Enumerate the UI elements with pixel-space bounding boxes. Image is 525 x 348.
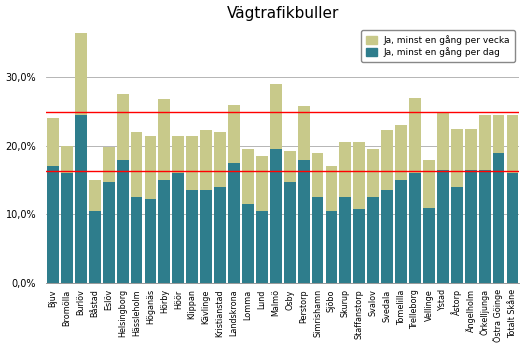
Bar xyxy=(61,173,73,283)
Bar xyxy=(381,130,393,190)
Bar xyxy=(298,160,310,283)
Bar xyxy=(465,170,477,283)
Bar xyxy=(423,208,435,283)
Bar xyxy=(492,115,505,153)
Bar xyxy=(507,173,518,283)
Bar xyxy=(47,166,59,283)
Bar xyxy=(353,142,365,209)
Bar xyxy=(47,118,59,166)
Bar xyxy=(144,199,156,283)
Bar xyxy=(368,197,379,283)
Bar xyxy=(159,99,170,180)
Bar xyxy=(131,197,142,283)
Bar xyxy=(159,180,170,283)
Bar xyxy=(381,190,393,283)
Bar xyxy=(228,163,240,283)
Bar xyxy=(256,156,268,211)
Bar xyxy=(75,33,87,115)
Bar xyxy=(89,180,101,211)
Title: Vägtrafikbuller: Vägtrafikbuller xyxy=(227,6,339,21)
Bar xyxy=(61,146,73,173)
Bar xyxy=(103,147,114,182)
Bar xyxy=(326,166,338,211)
Bar xyxy=(200,190,212,283)
Bar xyxy=(256,211,268,283)
Bar xyxy=(298,106,310,160)
Bar xyxy=(353,209,365,283)
Bar xyxy=(340,142,351,197)
Bar xyxy=(144,136,156,199)
Bar xyxy=(451,129,463,187)
Bar xyxy=(465,129,477,170)
Bar xyxy=(117,94,129,160)
Bar xyxy=(228,105,240,163)
Bar xyxy=(172,173,184,283)
Bar xyxy=(186,190,198,283)
Bar xyxy=(409,98,421,173)
Bar xyxy=(479,170,490,283)
Bar xyxy=(423,160,435,208)
Bar xyxy=(492,153,505,283)
Bar xyxy=(186,136,198,190)
Bar xyxy=(507,115,518,173)
Bar xyxy=(284,151,296,182)
Bar xyxy=(284,182,296,283)
Bar xyxy=(200,130,212,190)
Bar xyxy=(409,173,421,283)
Bar xyxy=(479,115,490,170)
Bar xyxy=(242,149,254,204)
Bar xyxy=(214,187,226,283)
Bar xyxy=(340,197,351,283)
Bar xyxy=(270,149,282,283)
Bar xyxy=(172,136,184,173)
Bar xyxy=(395,180,407,283)
Bar xyxy=(312,197,323,283)
Bar xyxy=(117,160,129,283)
Bar xyxy=(103,182,114,283)
Bar xyxy=(89,211,101,283)
Bar xyxy=(437,170,449,283)
Bar xyxy=(75,115,87,283)
Bar xyxy=(395,125,407,180)
Bar xyxy=(312,153,323,197)
Bar xyxy=(242,204,254,283)
Bar xyxy=(270,84,282,149)
Bar xyxy=(451,187,463,283)
Bar xyxy=(437,112,449,170)
Legend: Ja, minst en gång per vecka, Ja, minst en gång per dag: Ja, minst en gång per vecka, Ja, minst e… xyxy=(361,30,515,62)
Bar xyxy=(368,149,379,197)
Bar xyxy=(131,132,142,197)
Bar xyxy=(214,132,226,187)
Bar xyxy=(326,211,338,283)
